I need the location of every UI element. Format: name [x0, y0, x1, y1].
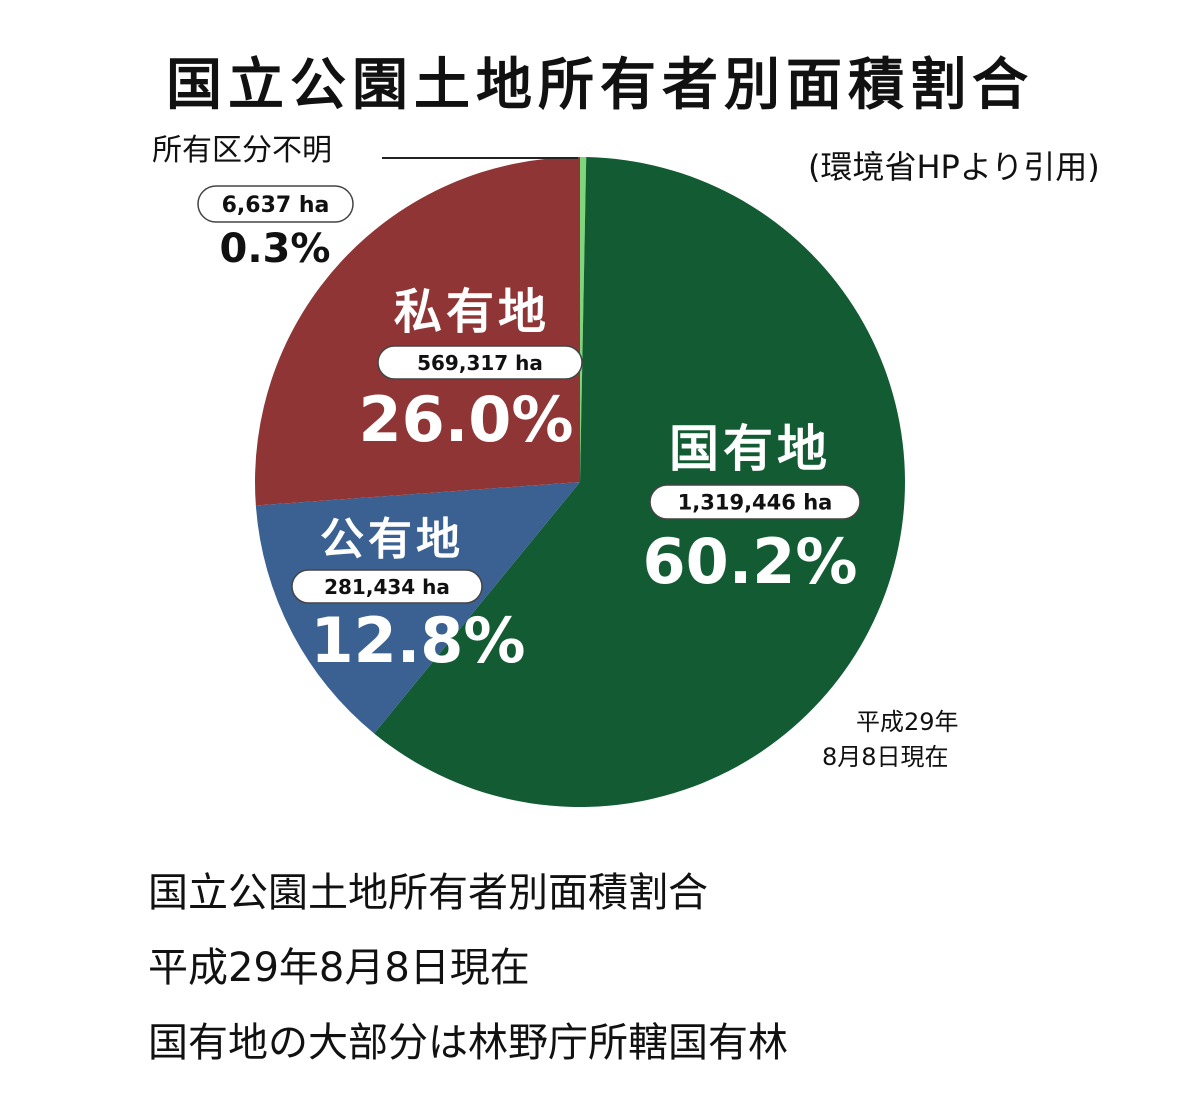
area-value-label: 281,434 ha — [324, 575, 450, 599]
date-note-line-1: 平成29年 — [856, 708, 959, 736]
date-note-line-2: 8月8日現在 — [822, 743, 949, 771]
category-label: 私有地 — [394, 284, 550, 340]
caption-line-2: 平成29年8月8日現在 — [148, 945, 530, 991]
percent-label: 26.0% — [358, 383, 573, 456]
slice-label-2: 公有地 281,434 ha 12.8% — [291, 514, 526, 677]
unknown-slice-label: 所有区分不明 — [152, 133, 332, 168]
category-label: 公有地 — [320, 514, 464, 565]
area-pill — [291, 569, 483, 604]
area-value-label: 6,637 ha — [222, 193, 330, 218]
percent-label: 0.3% — [220, 226, 331, 272]
pie-slice-2 — [255, 482, 580, 734]
caption-line-1: 国立公園土地所有者別面積割合 — [148, 870, 708, 916]
caption-line-3: 国有地の大部分は林野庁所轄国有林 — [148, 1020, 788, 1066]
slice-label-0: 6,637 ha 0.3% — [197, 185, 354, 272]
pie-slice-1 — [374, 157, 905, 807]
source-note: (環境省HPより引用) — [808, 148, 1100, 186]
area-pill — [649, 484, 861, 520]
slice-label-3: 私有地 569,317 ha 26.0% — [358, 284, 583, 456]
area-pill — [377, 345, 583, 380]
pie-slice-3 — [255, 157, 581, 506]
area-value-label: 1,319,446 ha — [678, 490, 833, 514]
percent-label: 60.2% — [642, 525, 857, 598]
category-label: 国有地 — [669, 420, 831, 478]
slice-label-1: 国有地 1,319,446 ha 60.2% — [642, 420, 861, 598]
pie-slices — [255, 157, 905, 807]
area-value-label: 569,317 ha — [417, 351, 543, 375]
pie-slice-0 — [580, 157, 587, 482]
chart-title: 国立公園土地所有者別面積割合 — [166, 53, 1034, 118]
percent-label: 12.8% — [310, 604, 525, 677]
area-pill — [197, 185, 354, 223]
